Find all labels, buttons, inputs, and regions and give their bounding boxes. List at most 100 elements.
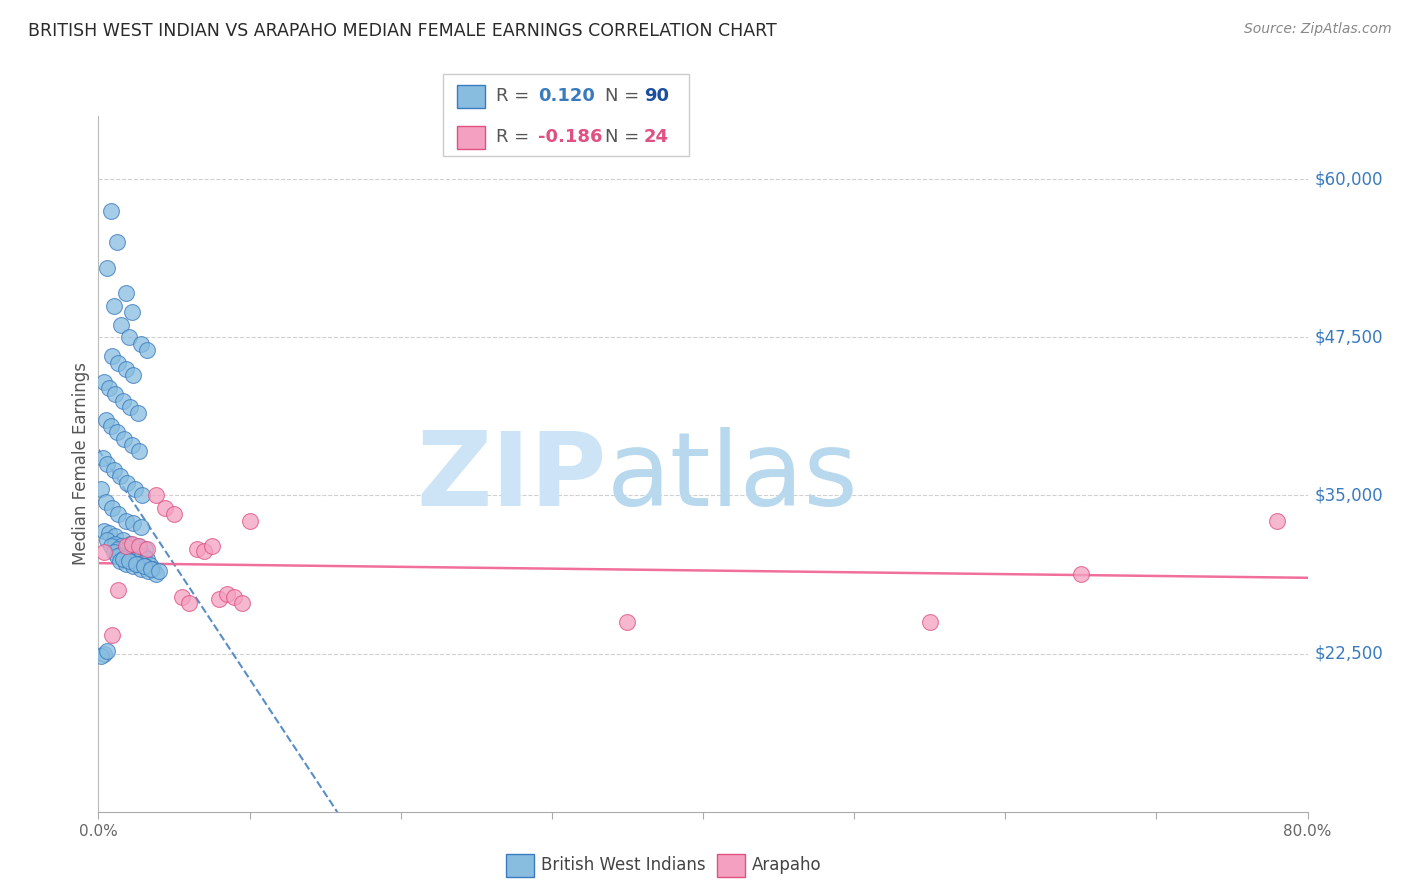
- Point: [93, 375, 115, 389]
- Point: [101, 349, 124, 363]
- Point: [121, 438, 143, 452]
- Text: N =: N =: [605, 87, 644, 105]
- Point: [121, 305, 143, 319]
- Point: [105, 425, 128, 440]
- Text: $35,000: $35,000: [1315, 486, 1384, 505]
- Text: $60,000: $60,000: [1315, 170, 1384, 188]
- Point: [131, 556, 153, 570]
- Point: [108, 548, 131, 562]
- Point: [114, 362, 136, 376]
- Point: [135, 343, 157, 357]
- Point: [96, 260, 118, 275]
- Text: atlas: atlas: [606, 427, 858, 528]
- Point: [90, 482, 112, 496]
- Point: [107, 356, 129, 370]
- Point: [616, 615, 638, 629]
- Point: [142, 562, 165, 576]
- Point: [111, 551, 134, 566]
- Point: [153, 501, 176, 516]
- Point: [122, 516, 145, 531]
- Point: [231, 596, 253, 610]
- Point: [118, 541, 141, 556]
- Text: R =: R =: [496, 128, 536, 146]
- Point: [177, 596, 201, 610]
- Point: [141, 562, 163, 576]
- Point: [129, 562, 152, 576]
- Point: [101, 501, 124, 516]
- Point: [104, 387, 127, 401]
- Point: [128, 549, 150, 564]
- Point: [131, 488, 153, 502]
- Point: [101, 627, 124, 641]
- Point: [1070, 566, 1092, 581]
- Point: [93, 524, 115, 538]
- Point: [93, 545, 115, 559]
- Point: [107, 541, 129, 556]
- Point: [118, 554, 141, 568]
- Point: [90, 649, 112, 664]
- Text: $22,500: $22,500: [1315, 645, 1384, 663]
- Text: Arapaho: Arapaho: [752, 856, 823, 874]
- Point: [128, 444, 150, 458]
- Point: [96, 533, 118, 547]
- Y-axis label: Median Female Earnings: Median Female Earnings: [72, 362, 90, 566]
- Point: [122, 559, 145, 574]
- Point: [98, 526, 121, 541]
- Point: [201, 539, 224, 553]
- Point: [114, 286, 136, 301]
- Point: [129, 520, 152, 534]
- Point: [100, 203, 122, 218]
- Point: [139, 558, 162, 572]
- Point: [127, 539, 149, 553]
- Text: 90: 90: [644, 87, 669, 105]
- Point: [186, 541, 208, 556]
- Point: [115, 550, 138, 565]
- Point: [132, 549, 155, 564]
- Point: [112, 544, 135, 558]
- Text: $47,500: $47,500: [1315, 328, 1384, 346]
- Point: [115, 475, 138, 490]
- Point: [107, 583, 129, 598]
- Text: Source: ZipAtlas.com: Source: ZipAtlas.com: [1244, 22, 1392, 37]
- Point: [1265, 514, 1288, 528]
- Point: [120, 554, 142, 568]
- Point: [103, 463, 125, 477]
- Point: [122, 368, 145, 383]
- Point: [100, 418, 122, 433]
- Point: [170, 590, 193, 604]
- Point: [96, 457, 118, 471]
- Point: [135, 551, 157, 566]
- Point: [120, 536, 142, 550]
- Point: [104, 529, 127, 543]
- Point: [134, 559, 156, 574]
- Point: [163, 508, 186, 522]
- Point: [111, 393, 134, 408]
- Text: 0.120: 0.120: [538, 87, 595, 105]
- Point: [103, 545, 125, 559]
- Point: [93, 647, 115, 661]
- Point: [105, 549, 128, 564]
- Point: [121, 547, 143, 561]
- Point: [105, 235, 128, 250]
- Point: [118, 330, 141, 344]
- Point: [918, 615, 941, 629]
- Text: British West Indians: British West Indians: [541, 856, 706, 874]
- Point: [94, 412, 117, 426]
- Point: [100, 539, 122, 553]
- Point: [128, 539, 150, 553]
- Point: [239, 514, 262, 528]
- Point: [127, 557, 149, 571]
- Point: [132, 559, 155, 574]
- Point: [111, 551, 134, 566]
- Text: R =: R =: [496, 87, 536, 105]
- Point: [208, 592, 231, 607]
- Point: [129, 336, 152, 351]
- Point: [110, 539, 132, 553]
- Point: [114, 514, 136, 528]
- Text: 24: 24: [644, 128, 669, 146]
- Point: [134, 541, 156, 556]
- Point: [127, 406, 149, 420]
- Point: [114, 539, 136, 553]
- Point: [124, 482, 146, 496]
- Point: [114, 557, 136, 571]
